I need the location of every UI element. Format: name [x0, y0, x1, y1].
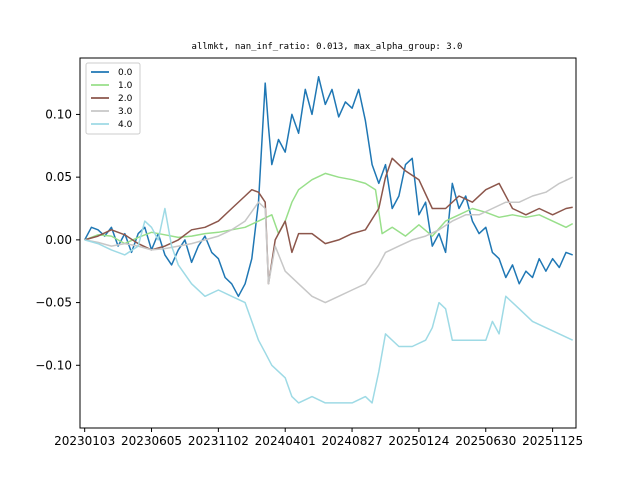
series-lines — [84, 76, 574, 404]
legend-label: 0.0 — [118, 68, 133, 78]
x-tick-label: 20251125 — [522, 434, 583, 448]
chart-title: allmkt, nan_inf_ratio: 0.013, max_alpha_… — [192, 42, 463, 52]
series-line-4.0 — [84, 207, 574, 404]
x-tick-label: 20250124 — [388, 434, 449, 448]
y-tick-label: −0.05 — [35, 296, 72, 310]
plot-frame — [79, 57, 577, 429]
x-tick-label: 20230605 — [121, 434, 182, 448]
legend-box — [85, 62, 141, 135]
x-tick-label: 20240401 — [255, 434, 316, 448]
x-tick-label: 20230103 — [54, 434, 115, 448]
legend: 0.0 1.0 2.0 3.0 4.0 — [85, 62, 141, 135]
x-axis: 20230103 20230605 20231102 20240401 20240827… — [54, 428, 583, 448]
legend-label: 4.0 — [118, 120, 133, 130]
y-tick-label: 0.00 — [45, 233, 72, 247]
x-tick-label: 20240827 — [322, 434, 383, 448]
x-tick-label: 20231102 — [188, 434, 249, 448]
legend-label: 1.0 — [118, 81, 133, 91]
y-axis: −0.10 −0.05 0.00 0.05 0.10 — [35, 107, 80, 372]
x-tick-label: 20250630 — [455, 434, 516, 448]
series-line-1.0 — [84, 172, 574, 245]
legend-label: 2.0 — [118, 94, 133, 104]
series-line-2.0 — [84, 157, 573, 285]
legend-label: 3.0 — [118, 107, 133, 117]
y-tick-label: −0.10 — [35, 358, 72, 372]
series-line-0.0 — [84, 76, 573, 298]
y-tick-label: 0.05 — [45, 170, 72, 184]
y-tick-label: 0.10 — [45, 107, 72, 121]
